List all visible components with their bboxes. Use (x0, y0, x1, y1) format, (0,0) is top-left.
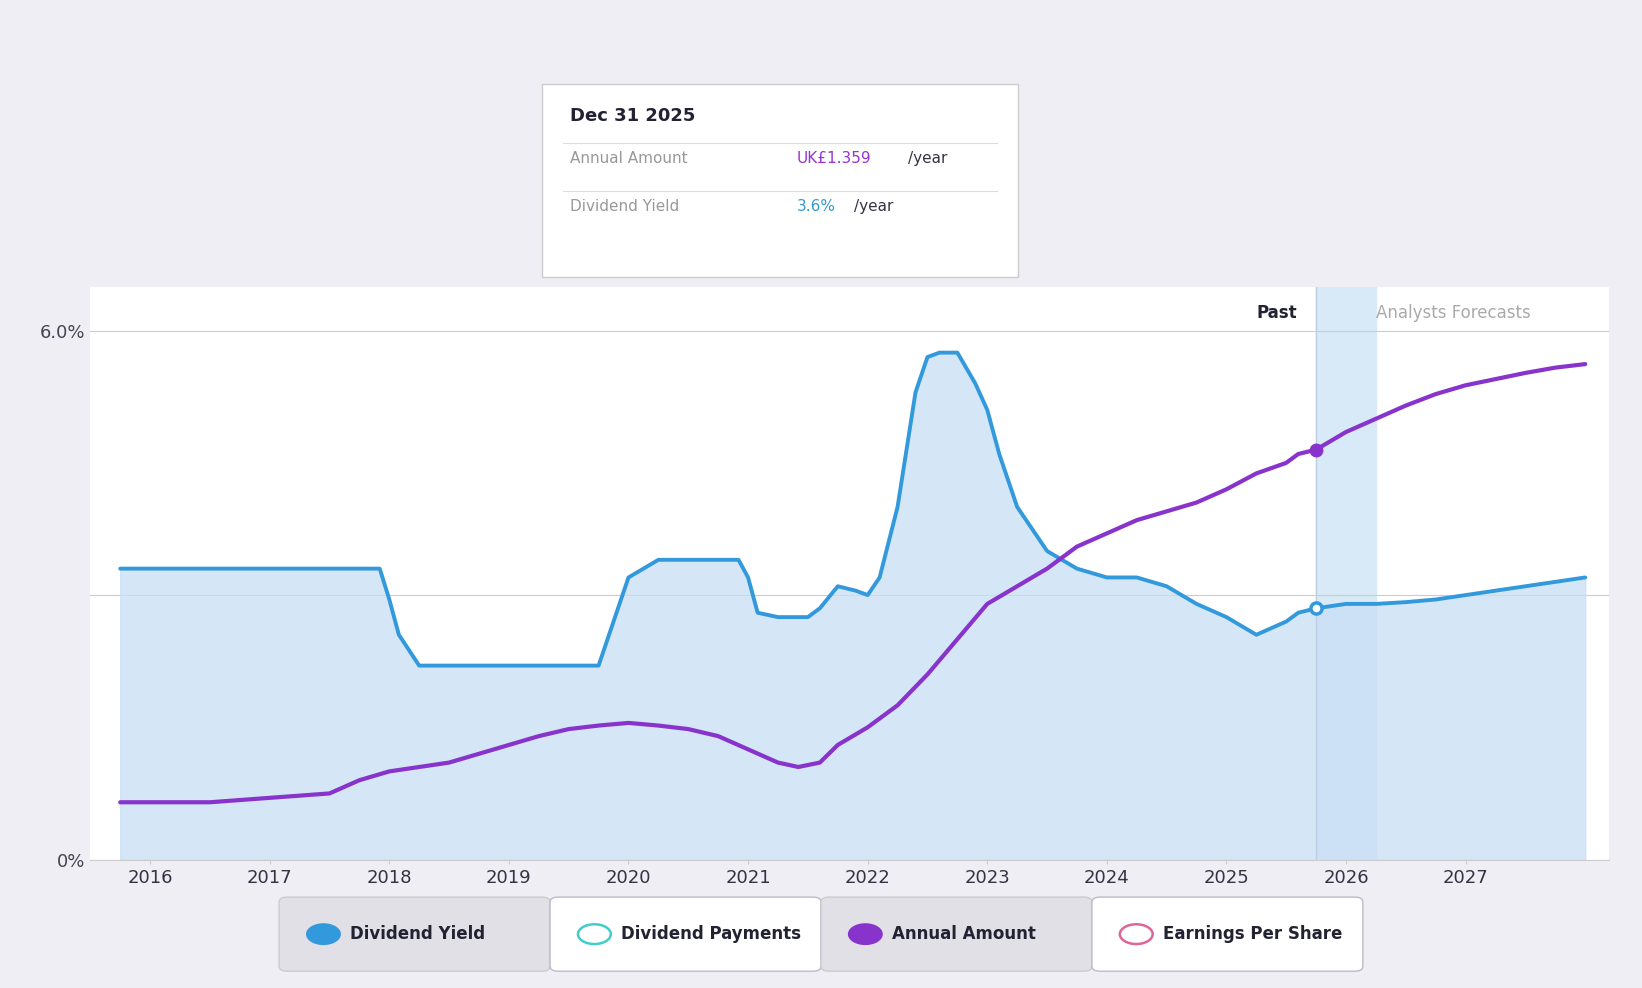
Text: 3.6%: 3.6% (796, 199, 836, 213)
Text: Annual Amount: Annual Amount (570, 151, 688, 166)
Text: Dividend Payments: Dividend Payments (621, 925, 801, 944)
Text: Dividend Yield: Dividend Yield (350, 925, 484, 944)
Text: Annual Amount: Annual Amount (892, 925, 1036, 944)
Bar (1317, 287, 1376, 860)
Text: UK£1.359: UK£1.359 (796, 151, 870, 166)
Text: /year: /year (908, 151, 947, 166)
Text: Dividend Yield: Dividend Yield (570, 199, 680, 213)
Text: /year: /year (854, 199, 893, 213)
Text: Past: Past (1256, 303, 1297, 322)
Text: Analysts Forecasts: Analysts Forecasts (1376, 303, 1530, 322)
Text: Dec 31 2025: Dec 31 2025 (570, 107, 695, 124)
Text: Earnings Per Share: Earnings Per Share (1163, 925, 1342, 944)
